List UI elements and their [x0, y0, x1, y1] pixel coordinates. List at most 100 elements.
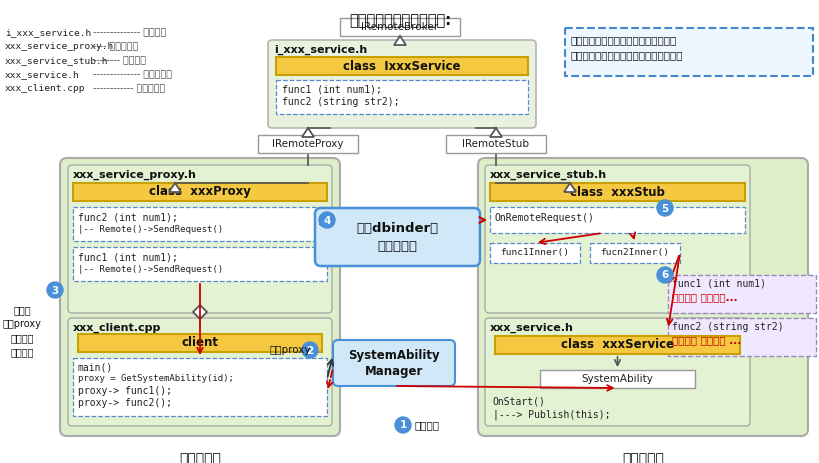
Bar [276, 57, 527, 75]
Circle shape [301, 342, 318, 358]
Text: i_xxx_service.h: i_xxx_service.h [5, 28, 91, 37]
Text: IRemoteBroker: IRemoteBroker [361, 22, 438, 32]
Bar [490, 183, 744, 201]
Bar [73, 207, 327, 241]
Text: -------------- 服务程序序: -------------- 服务程序序 [93, 70, 172, 79]
FancyBboxPatch shape [68, 318, 332, 426]
Text: |-- Remote()->SendRequest(): |-- Remote()->SendRequest() [78, 265, 223, 274]
Text: func1Inner(): func1Inner() [500, 249, 569, 257]
Text: 注册服务: 注册服务 [414, 420, 440, 430]
FancyBboxPatch shape [484, 318, 749, 426]
Polygon shape [169, 183, 181, 192]
Bar [73, 247, 327, 281]
Text: fucn2Inner(): fucn2Inner() [600, 249, 668, 257]
Bar [78, 334, 322, 352]
Bar [590, 243, 679, 263]
Bar [446, 135, 545, 153]
Text: 服务端与客户端都继承此接口进行开发。: 服务端与客户端都继承此接口进行开发。 [570, 50, 683, 60]
Bar [490, 243, 579, 263]
Text: -------- 服务端桩: -------- 服务端桩 [93, 56, 146, 65]
Text: xxx_service_proxy.h: xxx_service_proxy.h [5, 42, 114, 51]
Text: func1 (int num1);: func1 (int num1); [78, 252, 178, 262]
Bar [667, 275, 815, 313]
Text: OnStart(): OnStart() [492, 396, 545, 406]
Text: 服务端进程: 服务端进程 [622, 452, 663, 463]
Bar [490, 207, 744, 233]
Text: 2: 2 [306, 345, 313, 356]
Text: 业务实现 入口方法...: 业务实现 入口方法... [672, 292, 737, 302]
Text: 4: 4 [323, 215, 330, 225]
Text: xxx_service_stub.h: xxx_service_stub.h [490, 170, 606, 180]
Bar [73, 183, 327, 201]
Circle shape [47, 282, 63, 298]
Text: 接口文件，定义所有的远程调用方法。: 接口文件，定义所有的远程调用方法。 [570, 35, 676, 45]
Text: xxx_service.h: xxx_service.h [5, 70, 79, 79]
Bar [667, 318, 815, 356]
Text: proxy-> func2();: proxy-> func2(); [78, 398, 172, 408]
FancyBboxPatch shape [484, 165, 749, 313]
Bar [540, 370, 695, 388]
Text: client: client [181, 337, 218, 350]
Text: proxy = GetSystemAbility(id);: proxy = GetSystemAbility(id); [78, 374, 233, 383]
Circle shape [319, 212, 335, 228]
Circle shape [395, 417, 410, 433]
Text: 5: 5 [661, 204, 667, 213]
Text: -------------- 接口定义: -------------- 接口定义 [93, 28, 166, 37]
Text: class  xxxService: class xxxService [560, 338, 673, 351]
Bar [276, 80, 527, 114]
Text: main(): main() [78, 362, 113, 372]
Text: 进程间通信: 进程间通信 [377, 239, 417, 252]
Text: i_xxx_service.h: i_xxx_service.h [274, 45, 367, 55]
FancyBboxPatch shape [333, 340, 455, 386]
FancyBboxPatch shape [314, 208, 479, 266]
Bar [73, 358, 327, 416]
Text: func1 (int num1): func1 (int num1) [672, 279, 765, 289]
FancyBboxPatch shape [68, 165, 332, 313]
Polygon shape [490, 128, 501, 137]
Text: IRemoteProxy: IRemoteProxy [272, 139, 343, 149]
Bar [564, 28, 812, 76]
Text: class  xxxStub: class xxxStub [569, 186, 664, 199]
Text: class  IxxxService: class IxxxService [343, 60, 460, 73]
Text: xxx_service_stub.h: xxx_service_stub.h [5, 56, 108, 65]
Polygon shape [563, 183, 575, 192]
Text: Manager: Manager [364, 364, 423, 377]
Text: func2 (int num1);: func2 (int num1); [78, 212, 178, 222]
Text: OnRemoteRequest(): OnRemoteRequest() [495, 213, 594, 223]
Text: |---> Publish(this);: |---> Publish(this); [492, 409, 610, 419]
Polygon shape [393, 36, 405, 45]
Text: SystemAbility: SystemAbility [581, 374, 653, 384]
Text: xxx_service_proxy.h: xxx_service_proxy.h [73, 170, 197, 180]
Text: 取得proxy: 取得proxy [269, 345, 311, 355]
Text: SystemAbility: SystemAbility [348, 349, 439, 362]
FancyBboxPatch shape [477, 158, 807, 436]
Text: class  xxxProxy: class xxxProxy [149, 186, 251, 199]
Text: 类关系及工作原理示意图:: 类关系及工作原理示意图: [349, 13, 450, 28]
Text: IRemoteStub: IRemoteStub [462, 139, 529, 149]
FancyBboxPatch shape [268, 40, 536, 128]
Text: 基于dbinder的: 基于dbinder的 [356, 221, 438, 234]
Text: ---- 客户端代理: ---- 客户端代理 [93, 42, 138, 51]
Circle shape [656, 200, 672, 216]
Text: 客户端
使用proxy
发起远程
方法调用: 客户端 使用proxy 发起远程 方法调用 [2, 305, 42, 357]
Bar [340, 18, 459, 36]
Polygon shape [192, 305, 206, 319]
Polygon shape [301, 128, 314, 137]
Text: xxx_service.h: xxx_service.h [490, 323, 573, 333]
Text: proxy-> func1();: proxy-> func1(); [78, 386, 172, 396]
Text: 3: 3 [52, 286, 58, 295]
Text: ------------ 客户端程序: ------------ 客户端程序 [93, 84, 165, 93]
Circle shape [656, 267, 672, 283]
Text: 6: 6 [661, 270, 667, 281]
Text: |-- Remote()->SendRequest(): |-- Remote()->SendRequest() [78, 225, 223, 234]
Bar [495, 336, 739, 354]
FancyBboxPatch shape [60, 158, 340, 436]
Bar [258, 135, 358, 153]
Text: func2 (string str2): func2 (string str2) [672, 322, 783, 332]
Text: xxx_client.cpp: xxx_client.cpp [5, 84, 85, 93]
Text: 客户端进程: 客户端进程 [179, 452, 220, 463]
Text: 1: 1 [399, 420, 406, 431]
Text: 业务实现 入口方法 ...: 业务实现 入口方法 ... [672, 335, 740, 345]
Text: xxx_client.cpp: xxx_client.cpp [73, 323, 161, 333]
Text: func2 (string str2);: func2 (string str2); [282, 97, 399, 107]
